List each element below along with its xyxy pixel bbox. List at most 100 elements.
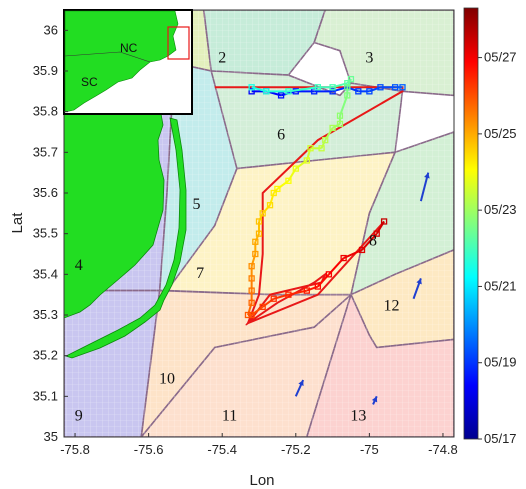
current-arrow (419, 172, 430, 202)
region-label-13: 13 (350, 407, 366, 424)
main-track-point (263, 88, 270, 95)
main-track-point (252, 238, 259, 245)
y-axis-label: Lat (9, 212, 26, 234)
top-track-point (399, 84, 406, 91)
main-track-point (255, 230, 263, 237)
main-track-point (270, 295, 277, 302)
x-tick-label: -75.8 (60, 442, 90, 457)
top-track-point (311, 88, 318, 95)
main-track-point (303, 157, 310, 164)
mainland (64, 107, 165, 319)
main-track-point (248, 299, 255, 306)
main-track-point (285, 177, 292, 184)
main-track-point (252, 250, 259, 258)
top-track-point (377, 84, 384, 91)
y-tick-label: 35.6 (33, 185, 58, 200)
region-label-9: 9 (75, 407, 83, 424)
main-track-point (325, 271, 333, 278)
current-arrows (294, 172, 430, 405)
x-axis-label: Lon (249, 472, 274, 489)
main-track-point (314, 283, 322, 290)
main-track-point (259, 303, 266, 311)
main-track-point (248, 263, 255, 270)
region-label-2: 2 (218, 49, 226, 66)
main-track-point (244, 311, 252, 319)
y-tick-label: 36 (44, 22, 58, 37)
colorbar-tick-label: 05/27 (484, 50, 517, 65)
x-tick-label: -75.2 (281, 442, 311, 457)
main-track-point (329, 84, 336, 91)
region-label-3: 3 (365, 49, 373, 66)
main-track-point (266, 202, 274, 209)
y-tick-label: 35.2 (33, 348, 58, 363)
top-track-segment (369, 86, 381, 93)
y-tick-label: 35 (44, 429, 58, 444)
colorbar-tick-label: 05/25 (484, 126, 517, 141)
main-track-point (303, 287, 310, 294)
main-track-point (274, 185, 281, 193)
main-track-point (336, 112, 344, 119)
main-track-point (314, 84, 322, 91)
main-track-point (344, 84, 351, 91)
y-tick-label: 35.4 (33, 266, 58, 281)
colorbar-tick-label: 05/21 (484, 278, 517, 293)
region-label-7: 7 (196, 265, 204, 282)
main-track-segment (262, 297, 275, 308)
main-track-point (270, 189, 277, 197)
main-track-point (285, 88, 292, 95)
main-track-point (347, 75, 355, 83)
region-label-6: 6 (277, 127, 285, 144)
y-tick-label: 35.8 (33, 104, 58, 119)
main-track-point (318, 145, 325, 152)
main-track-point (336, 120, 344, 128)
top-track-segment (346, 86, 359, 93)
top-track-point (355, 88, 362, 95)
main-track-point (259, 210, 266, 217)
region-label-10: 10 (159, 371, 175, 388)
colorbar (463, 7, 479, 440)
main-track-segment (288, 86, 319, 93)
current-arrow (412, 278, 422, 300)
top-track-point (248, 88, 255, 95)
main-track-segment (320, 139, 327, 149)
main-track-segment (258, 212, 264, 222)
region-label-12: 12 (383, 298, 399, 315)
inset-highlight (167, 26, 190, 60)
main-track-point (255, 218, 263, 225)
main-track-segment (339, 95, 349, 117)
colorbar-ticks: 05/17 05/19 05/21 05/23 05/25 05/27 (478, 50, 517, 446)
main-track-point (344, 80, 351, 87)
x-tick-label: -74.8 (428, 442, 458, 457)
main-track-point (248, 275, 255, 282)
main-track-point (344, 92, 351, 99)
colorbar-tick-label: 05/19 (484, 355, 517, 370)
drifter-track (244, 75, 406, 319)
top-track-point (277, 92, 285, 99)
current-arrow (294, 379, 305, 397)
main-track-segment (332, 122, 341, 129)
main-track-point (380, 218, 388, 225)
inset-label-sc: SC (81, 75, 98, 89)
current-arrow (371, 395, 378, 405)
region-label-4: 4 (75, 257, 83, 274)
barrier-island (64, 117, 187, 359)
main-track-segment (251, 306, 264, 316)
main-track-segment (261, 204, 271, 215)
y-tick-label: 35.1 (33, 388, 58, 403)
region-label-8: 8 (369, 232, 377, 249)
main-track-point (322, 136, 329, 144)
main-track-point (248, 311, 255, 319)
top-track-point (391, 84, 399, 91)
main-track-point (292, 165, 299, 172)
main-track-point (285, 291, 292, 298)
main-track-segment (254, 233, 260, 243)
x-tick-label: -75.4 (207, 442, 237, 457)
colorbar-tick-label: 05/17 (484, 431, 517, 446)
inset-map: NC SC (63, 9, 193, 115)
y-tick-label: 35.7 (33, 144, 58, 159)
main-track-point (329, 124, 336, 132)
main-track-point (373, 230, 380, 237)
top-track-point (366, 88, 373, 95)
y-tick-label: 35.3 (33, 307, 58, 322)
